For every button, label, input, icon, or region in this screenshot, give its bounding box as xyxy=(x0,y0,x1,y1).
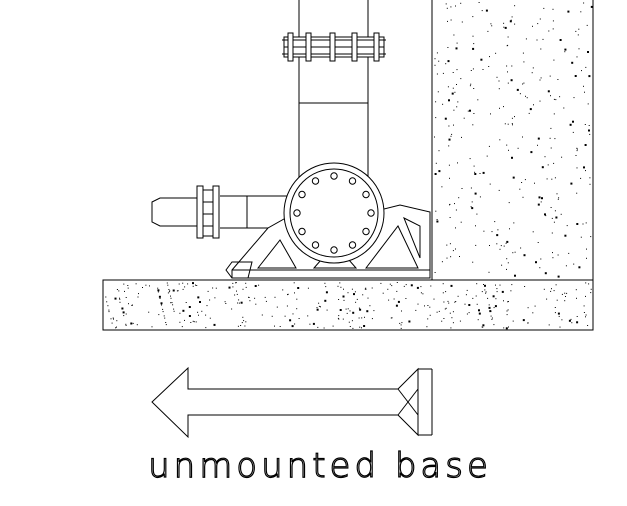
caption-label: unmounted base xyxy=(147,445,492,486)
pipe-flange-coupling xyxy=(282,32,386,62)
inlet-nozzle xyxy=(151,195,290,229)
discharge-pipe xyxy=(298,0,369,180)
inlet-flange xyxy=(196,185,220,239)
volute-bolt-circle xyxy=(293,172,375,254)
concrete-wall xyxy=(431,0,594,281)
concrete-floor-slab xyxy=(102,279,594,331)
double-arrow-icon xyxy=(151,366,419,439)
pump-volute xyxy=(283,162,385,264)
concrete-aggregate-texture xyxy=(105,2,593,330)
